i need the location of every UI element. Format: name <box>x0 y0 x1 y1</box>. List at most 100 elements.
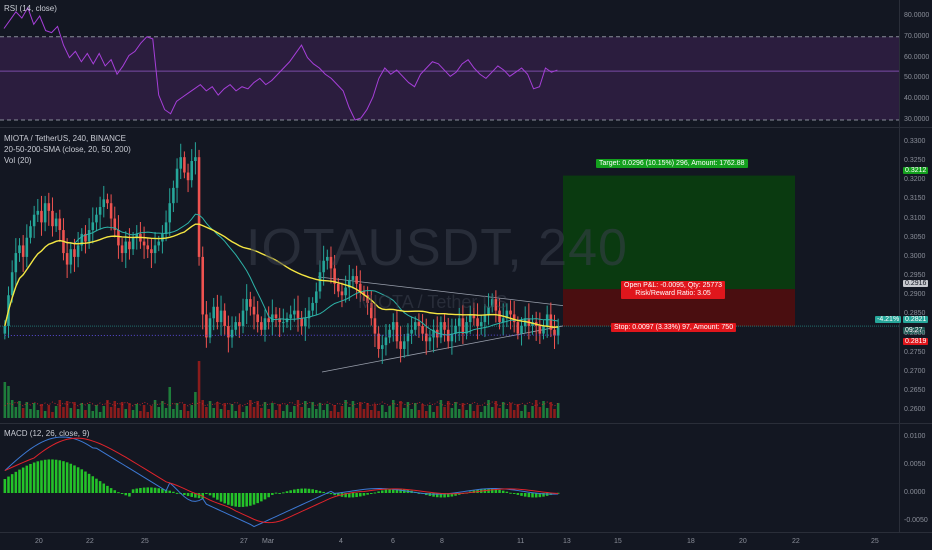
volume-bar <box>366 403 369 418</box>
volume-bar <box>95 405 98 418</box>
candle-body <box>263 318 267 330</box>
time-axis-label: 18 <box>687 538 695 545</box>
candle-body <box>362 291 366 296</box>
candle-body <box>322 260 325 273</box>
main-title[interactable]: MIOTA / TetherUS, 240, BINANCE <box>4 134 126 143</box>
candle-body <box>318 272 322 292</box>
macd-histogram-bar <box>322 491 325 493</box>
macd-histogram-bar <box>505 491 509 493</box>
macd-histogram-bar <box>190 493 194 497</box>
macd-tick-label: 0.0000 <box>904 489 926 496</box>
candle-body <box>135 233 139 238</box>
main-tick-label: 0.3300 <box>904 137 926 145</box>
candle-body <box>47 203 51 211</box>
macd-histogram-bar <box>153 487 157 493</box>
candle-body <box>117 230 120 246</box>
volume-bar <box>417 410 421 418</box>
volume-bar <box>315 409 318 418</box>
macd-tick-label: 0.0050 <box>904 461 926 468</box>
time-axis-label: 25 <box>141 538 149 545</box>
candle-body <box>175 168 179 188</box>
volume-bar <box>164 408 168 418</box>
sma-title[interactable]: 20-50-200-SMA (close, 20, 50, 200) <box>4 145 131 154</box>
time-axis-label: 20 <box>35 538 43 545</box>
candle-body <box>435 329 439 338</box>
candle-body <box>208 318 212 338</box>
volume-bar <box>527 412 531 418</box>
volume-bar <box>289 412 292 418</box>
rsi-title[interactable]: RSI (14, close) <box>4 4 57 13</box>
macd-histogram-bar <box>263 493 267 500</box>
macd-histogram-bar <box>355 493 358 498</box>
candle-body <box>164 222 168 234</box>
candle-body <box>487 306 490 315</box>
volume-bar <box>10 400 14 418</box>
macd-histogram-bar <box>443 493 446 498</box>
macd-histogram-bar <box>285 491 289 493</box>
volume-bar <box>153 400 157 418</box>
volume-bar <box>146 412 150 418</box>
macd-histogram-bar <box>234 493 237 507</box>
macd-histogram-bar <box>223 493 226 504</box>
stop-label[interactable]: Stop: 0.0097 (3.33%) 97, Amount: 750 <box>611 323 737 332</box>
macd-histogram-bar <box>318 490 322 493</box>
volume-bar <box>454 402 457 418</box>
volume-bar <box>43 411 47 418</box>
candle-body <box>417 322 421 326</box>
macd-histogram-bar <box>454 493 457 496</box>
candle-body <box>483 314 487 323</box>
macd-title[interactable]: MACD (12, 26, close, 9) <box>4 429 90 438</box>
volume-bar <box>498 408 501 418</box>
macd-histogram-bar <box>435 493 439 498</box>
candle-body <box>410 329 413 334</box>
candle-body <box>424 333 428 342</box>
volume-bar <box>300 407 303 418</box>
macd-histogram-bar <box>164 489 168 493</box>
candle-body <box>472 314 476 319</box>
candle-body <box>212 306 215 319</box>
candle-body <box>190 161 194 181</box>
candle-body <box>54 218 58 227</box>
macd-histogram-bar <box>128 493 131 497</box>
candle-body <box>80 233 84 246</box>
volume-bar <box>73 402 76 418</box>
candle-body <box>91 222 95 231</box>
macd-histogram-bar <box>91 476 95 493</box>
rr-label: Risk/Reward Ratio: 3.05 <box>635 290 711 297</box>
candle-body <box>219 310 223 323</box>
candle-body <box>131 237 135 250</box>
main-tick-label: 0.2650 <box>904 387 926 395</box>
candle-body <box>307 310 311 319</box>
macd-histogram-bar <box>249 493 252 506</box>
vol-title[interactable]: Vol (20) <box>4 156 32 165</box>
time-axis-label: 11 <box>517 538 525 545</box>
macd-histogram-bar <box>25 465 29 493</box>
main-tick-label: 0.3150 <box>904 195 926 203</box>
volume-bar <box>186 411 190 418</box>
volume-bar <box>432 412 435 418</box>
pnl-box[interactable]: Open P&L: -0.0095, Qty: 25773 Risk/Rewar… <box>621 281 726 299</box>
volume-bar <box>351 401 355 418</box>
macd-histogram-bar <box>501 490 505 493</box>
macd-histogram-bar <box>212 493 215 498</box>
macd-histogram-bar <box>494 489 498 493</box>
candle-body <box>355 276 358 284</box>
macd-histogram-bar <box>76 467 80 493</box>
volume-bar <box>256 401 259 418</box>
volume-bar <box>285 405 289 418</box>
volume-bar <box>14 407 18 418</box>
volume-bar <box>238 405 241 418</box>
macd-tick-label: -0.0050 <box>904 517 928 524</box>
main-tick-label: 0.2850 <box>904 310 926 318</box>
candle-body <box>326 256 329 261</box>
macd-histogram-bar <box>267 493 270 498</box>
candle-body <box>556 325 560 336</box>
volume-bar <box>32 403 36 418</box>
volume-bar <box>523 405 527 418</box>
target-label[interactable]: Target: 0.0296 (10.15%) 296, Amount: 176… <box>596 159 748 168</box>
macd-histogram-bar <box>95 478 98 493</box>
volume-bar <box>87 404 91 418</box>
rsi-tick-label: 40.0000 <box>904 95 930 103</box>
volume-bar <box>120 402 124 418</box>
